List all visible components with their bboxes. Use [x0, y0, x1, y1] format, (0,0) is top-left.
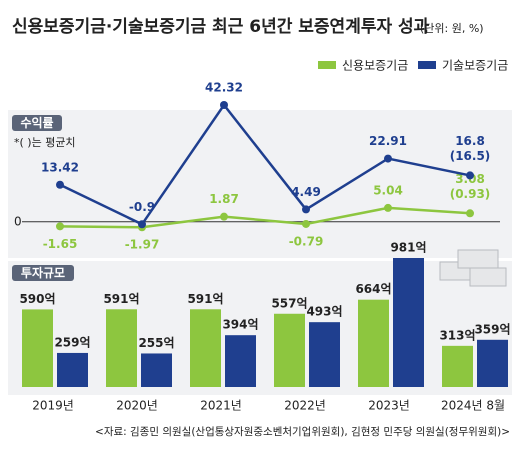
panel-label: 수익률: [20, 116, 53, 130]
data-label: 394억: [222, 318, 258, 332]
bar: [57, 352, 88, 387]
data-label: 590억: [19, 292, 55, 306]
bar: [141, 353, 172, 387]
bar: [393, 258, 424, 387]
source: <자료: 김종민 의원실(산업통상자원중소벤처기업위원회), 김현정 민주당 의…: [95, 425, 510, 438]
bar: [274, 313, 305, 387]
data-label: 557억: [271, 296, 307, 310]
x-tick-label: 2022년: [284, 399, 326, 413]
bar: [190, 309, 221, 387]
line: [59, 102, 471, 226]
unit: (단위: 원, %): [420, 22, 484, 35]
note: *( )는 평균치: [14, 136, 76, 149]
bar: [309, 322, 340, 387]
point: [220, 101, 228, 109]
x-tick-label: 2021년: [200, 399, 242, 413]
chart-title: 신용보증기금·기술보증기금 최근 6년간 보증연계투자 성과: [12, 17, 430, 37]
point: [384, 203, 392, 212]
data-label: 255억: [138, 336, 174, 350]
data-label: 5.04: [373, 183, 403, 197]
point: [384, 154, 392, 163]
data-label: 591억: [187, 292, 223, 306]
point: [302, 205, 310, 214]
data-label: -1.65: [43, 237, 78, 251]
panel-label: 투자규모: [21, 265, 65, 280]
x-tick-label: 2020년: [116, 399, 158, 413]
x-tick-label: 2024년 8월: [441, 399, 505, 413]
data-label: 22.91: [369, 134, 407, 148]
bar-panel: [8, 261, 512, 395]
panel-label-box: [12, 115, 62, 131]
line: [59, 206, 471, 229]
average-label: (0.93): [450, 187, 491, 201]
line-panel: [8, 110, 512, 258]
data-label: 493억: [306, 305, 342, 319]
x-tick-label: 2019년: [32, 399, 74, 413]
data-label: -0.9: [129, 200, 155, 214]
data-label: 4.49: [291, 185, 321, 199]
data-label: 13.42: [41, 160, 79, 174]
point: [302, 219, 310, 228]
data-label: 313억: [439, 328, 475, 342]
point: [56, 222, 64, 231]
point: [56, 180, 64, 189]
data-label: 591억: [103, 292, 139, 306]
icon: [439, 249, 507, 287]
bar: [477, 339, 508, 387]
panel-label-box: [12, 265, 74, 281]
data-label: 16.8: [455, 134, 485, 148]
point: [220, 212, 228, 221]
data-label: 359억: [474, 322, 510, 336]
point: [466, 171, 474, 180]
bar: [358, 299, 389, 387]
data-label: -1.97: [125, 238, 160, 252]
data-label: 259억: [54, 335, 90, 349]
point: [138, 220, 146, 229]
data-label: 981억: [390, 241, 426, 255]
legend-swatch: [318, 61, 336, 69]
point: [466, 209, 474, 218]
bar: [225, 335, 256, 387]
legend-label: 기술보증기금: [442, 59, 508, 73]
legend-swatch: [418, 61, 436, 69]
bar: [106, 309, 137, 387]
average-label: (16.5): [450, 149, 491, 163]
data-label: 1.87: [209, 192, 239, 206]
y-tick-label: 0: [14, 214, 22, 228]
data-label: -0.79: [289, 234, 324, 248]
legend-label: 신용보증기금: [342, 59, 408, 73]
bar: [22, 309, 53, 387]
bar: [442, 345, 473, 387]
data-label: 42.32: [205, 81, 243, 95]
x-tick-label: 2023년: [368, 399, 410, 413]
data-label: 664억: [355, 282, 391, 296]
